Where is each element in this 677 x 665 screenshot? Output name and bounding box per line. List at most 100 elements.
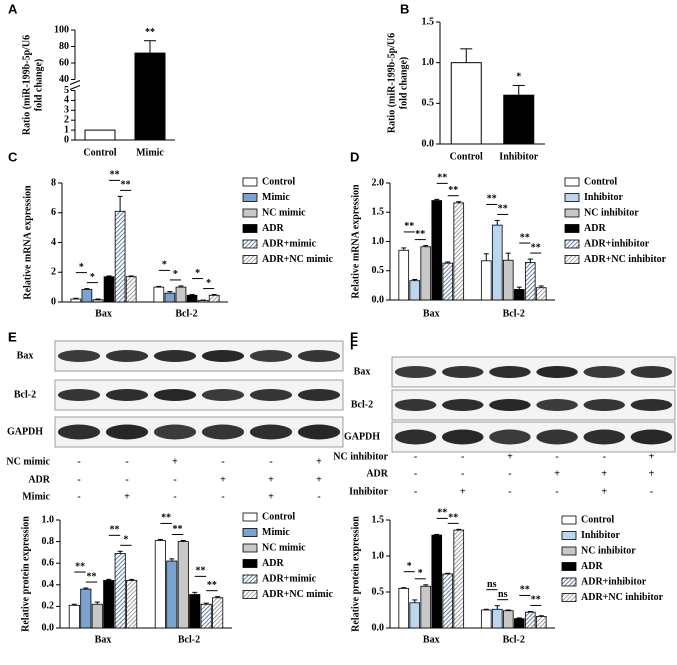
y-tick-label: 1.0 [422,57,435,68]
legend-swatch [242,193,258,202]
y-tick-label: 0.2 [42,601,55,612]
condition-sign: - [221,456,224,467]
significance: ** [75,561,85,572]
panel-label: C [8,149,18,164]
legend-label: Control [262,176,295,187]
significance: ** [437,508,447,519]
bar [200,603,212,629]
legend-label: ADR+mimic [262,238,317,249]
bar [114,553,126,629]
blot-row-label: Bax [17,350,34,361]
significance: ** [195,566,205,577]
significance: ** [520,232,530,243]
blot-band [57,424,101,440]
legend-label: Control [262,511,295,522]
bar [91,603,103,629]
legend-label: NC mimic [262,207,306,218]
condition-sign: + [507,451,513,462]
x-tick-label: Mimic [136,147,164,158]
significance: ** [109,525,119,536]
bar [480,609,492,629]
legend-label: Mimic [262,527,290,538]
significance: ns [487,579,497,590]
significance: * [516,72,521,83]
bar [70,298,82,303]
condition-sign: + [172,456,178,467]
bar [153,286,165,303]
bar [409,602,421,629]
blot-band [297,350,341,362]
blot-band [536,399,578,411]
blot-band [394,366,437,378]
significance: ** [404,221,414,232]
blot-band [153,389,197,401]
blot-band [153,350,197,362]
significance: ** [87,571,97,582]
legend-label: ADR+inhibitor [581,576,647,587]
y-axis-label: Ratio (miR-199b-5p/U6 [21,35,32,135]
significance: ** [531,242,541,253]
legend-swatch [242,543,258,553]
significance: * [162,260,167,271]
blot-band [249,389,293,401]
bar [197,300,209,303]
bar [491,224,503,301]
condition-sign: - [173,491,176,502]
condition-sign: - [461,468,464,479]
panel-label: E [8,329,17,344]
legend-swatch [242,590,258,599]
blot-frame [391,389,676,421]
bar [398,588,410,629]
condition-sign: + [268,491,274,502]
significance: * [79,262,84,273]
condition-sign: + [316,456,322,467]
condition-label: NC mimic [6,456,50,467]
y-tick-label: 1.5 [372,514,385,525]
condition-sign: - [77,491,80,502]
blot-band [583,366,626,378]
condition-label: ADR [366,468,388,479]
significance: * [123,535,128,546]
y-tick-label: 4 [64,95,69,106]
axis-break [69,85,81,90]
y-tick-label: 1 [64,124,69,135]
blot-band [249,350,293,362]
blot-band [297,424,341,440]
bar [164,292,176,303]
legend-label: Mimic [262,192,290,203]
blot-band [441,429,484,445]
y-axis-label: Relative protein expression [20,516,31,632]
bar [524,262,536,301]
blot-band [583,399,626,411]
bar [431,534,443,629]
y-tick-label: 60 [59,57,69,68]
axis-break [69,80,81,85]
blot-band [441,366,484,378]
bar [154,540,166,629]
significance: ** [448,185,458,196]
condition-sign: + [649,451,655,462]
significance: ** [145,27,155,38]
significance: ** [121,180,131,191]
legend-label: ADR [581,561,603,572]
significance: * [195,268,200,279]
y-tick-label: 1.0 [42,514,55,525]
legend-label: ADR+NC mimic [262,589,334,600]
y-tick-label: 1.5 [372,207,385,218]
blot-row-label: GAPDH [344,431,380,442]
legend-swatch [564,208,580,218]
blot-row-label: GAPDH [7,426,43,437]
condition-sign: + [554,468,560,479]
condition-sign: + [316,474,322,485]
blot-band [153,424,197,440]
bar [535,616,547,629]
condition-sign: - [414,451,417,462]
y-tick-label: 1.0 [372,236,385,247]
legend-swatch [564,177,580,187]
blot-band [201,424,245,440]
y-tick-label: 0.0 [42,622,55,633]
condition-sign: - [414,468,417,479]
legend-label: Control [581,514,614,525]
x-tick-label: Bcl-2 [503,308,525,319]
